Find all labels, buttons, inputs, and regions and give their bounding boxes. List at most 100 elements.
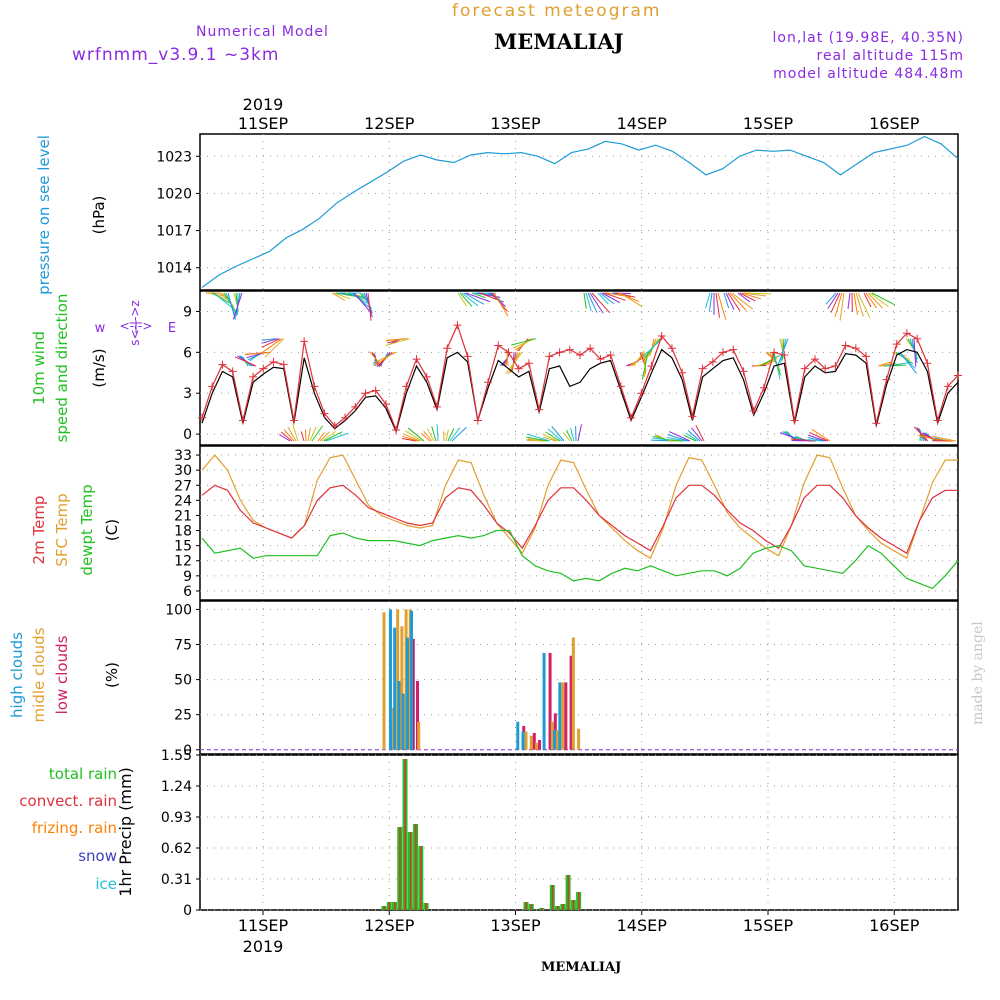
low-clouds-ylabel: low clouds [53, 635, 71, 714]
wind-arrow [913, 338, 917, 367]
convect-rain-bar [541, 908, 543, 910]
wind-arrow [601, 292, 621, 304]
wind-speed-marker [463, 352, 472, 361]
cloud-bar-low [548, 652, 552, 750]
wind-ytick-label: 6 [183, 345, 192, 361]
wind-speed-marker [494, 341, 503, 350]
wind-arrow [723, 292, 730, 309]
wind-arrow [511, 338, 537, 346]
wind-arrow [583, 292, 587, 309]
wind-speed-marker [780, 351, 789, 360]
dewpoint-line [201, 529, 959, 590]
wind-arrow [307, 427, 311, 442]
wind-speed-marker [657, 331, 666, 340]
wind-speed-marker [545, 352, 554, 361]
compass-west-label: w [95, 321, 106, 336]
wind-arrow [385, 338, 411, 346]
wind-speed-marker [300, 337, 309, 346]
wind-arrow [213, 292, 235, 310]
wind-arrow [317, 432, 325, 442]
clouds-ytick-label: 25 [174, 708, 192, 724]
wind-arrow [865, 292, 877, 309]
wind-arrow [642, 338, 663, 358]
wind-arrow [423, 430, 433, 442]
wind-arrow [323, 431, 343, 442]
precip-legend-item: ice [95, 875, 117, 893]
wind-arrow [790, 438, 817, 442]
temperature-ytick-label: 24 [174, 493, 192, 509]
wind-arrow [739, 292, 756, 302]
wind-speed-marker [831, 361, 840, 370]
wind-speed-marker [667, 344, 676, 353]
cloud-bar-high [393, 627, 397, 750]
wind-direction-arrows [206, 292, 957, 442]
wind-arrow [353, 292, 372, 314]
wind-arrow [931, 438, 955, 442]
top-day-label: 14SEP [617, 114, 668, 133]
cloud-bar-low [532, 732, 536, 750]
convect-rain-bar [415, 824, 417, 910]
wind-arrow [855, 292, 864, 317]
wind-arrow [931, 435, 957, 442]
cloud-bar-high [388, 609, 392, 750]
cloud-bar-middle [417, 721, 421, 750]
wind-arrow [445, 429, 449, 442]
convect-rain-bar [399, 827, 401, 910]
wind-arrow [807, 439, 823, 442]
cloud-bar-high [405, 637, 409, 750]
wind-speed-marker [371, 386, 380, 395]
wind-speed-marker [259, 364, 268, 373]
wind-speed-marker [800, 364, 809, 373]
wind-speed-marker [678, 368, 687, 377]
wind-ylabel-2: speed and direction [53, 294, 71, 443]
wind-speed-marker [606, 351, 615, 360]
wind-arrow [877, 361, 892, 367]
wind-arrow [333, 292, 351, 300]
top-day-label: 12SEP [364, 114, 415, 133]
wind-speed-marker [616, 382, 625, 391]
wind-arrow [526, 439, 547, 442]
wind-arrow [708, 292, 713, 312]
convect-rain-bar [578, 892, 580, 910]
clouds-ytick-label: 50 [174, 673, 192, 689]
wind-arrow [431, 426, 437, 442]
wind-speed-marker [627, 413, 636, 422]
wind-ytick-label: 0 [183, 427, 192, 443]
wind-arrow [232, 292, 243, 320]
wind-arrow [599, 292, 615, 305]
wind-arrow [773, 352, 781, 380]
location-line-1: lon,lat (19.98E, 40.35N) [772, 30, 964, 46]
wind-arrow [603, 292, 626, 301]
location-line-3: model altitude 484.48m [773, 66, 964, 82]
wind-arrow [211, 292, 233, 305]
cloud-bar-middle [561, 682, 565, 750]
wind-arrow [809, 431, 829, 442]
wind-speed-marker [432, 402, 441, 411]
wind-speed-marker [484, 378, 493, 387]
wind-arrow [505, 352, 523, 375]
wind-speed-marker [524, 359, 533, 368]
temperature-ytick-label: 21 [174, 508, 192, 524]
wind-arrow [457, 292, 467, 307]
wind-speed-marker [719, 348, 728, 357]
wind-speed-marker [310, 382, 319, 391]
temperature-ytick-label: 12 [174, 554, 192, 570]
pressure-ytick-label: 1014 [156, 261, 192, 277]
wind-arrow [261, 338, 281, 348]
wind-speed-marker [943, 382, 952, 391]
wind-arrow [321, 431, 337, 442]
cloud-bar-high [401, 693, 405, 750]
bottom-day-label: 12SEP [364, 916, 415, 935]
wind-arrow [465, 292, 491, 303]
wind-speed-marker [790, 416, 799, 425]
top-day-label: 15SEP [743, 114, 794, 133]
station-title: MEMALIAJ [494, 29, 624, 54]
temperature-ytick-label: 18 [174, 524, 192, 540]
wind-arrow [244, 351, 271, 355]
pressure-ytick-label: 1023 [156, 149, 192, 165]
convect-rain-bar [557, 906, 559, 910]
wind-arrow [737, 292, 751, 303]
wind-arrow [264, 338, 285, 358]
cloud-bar-middle [535, 742, 539, 750]
cloud-bar-middle [400, 626, 404, 750]
